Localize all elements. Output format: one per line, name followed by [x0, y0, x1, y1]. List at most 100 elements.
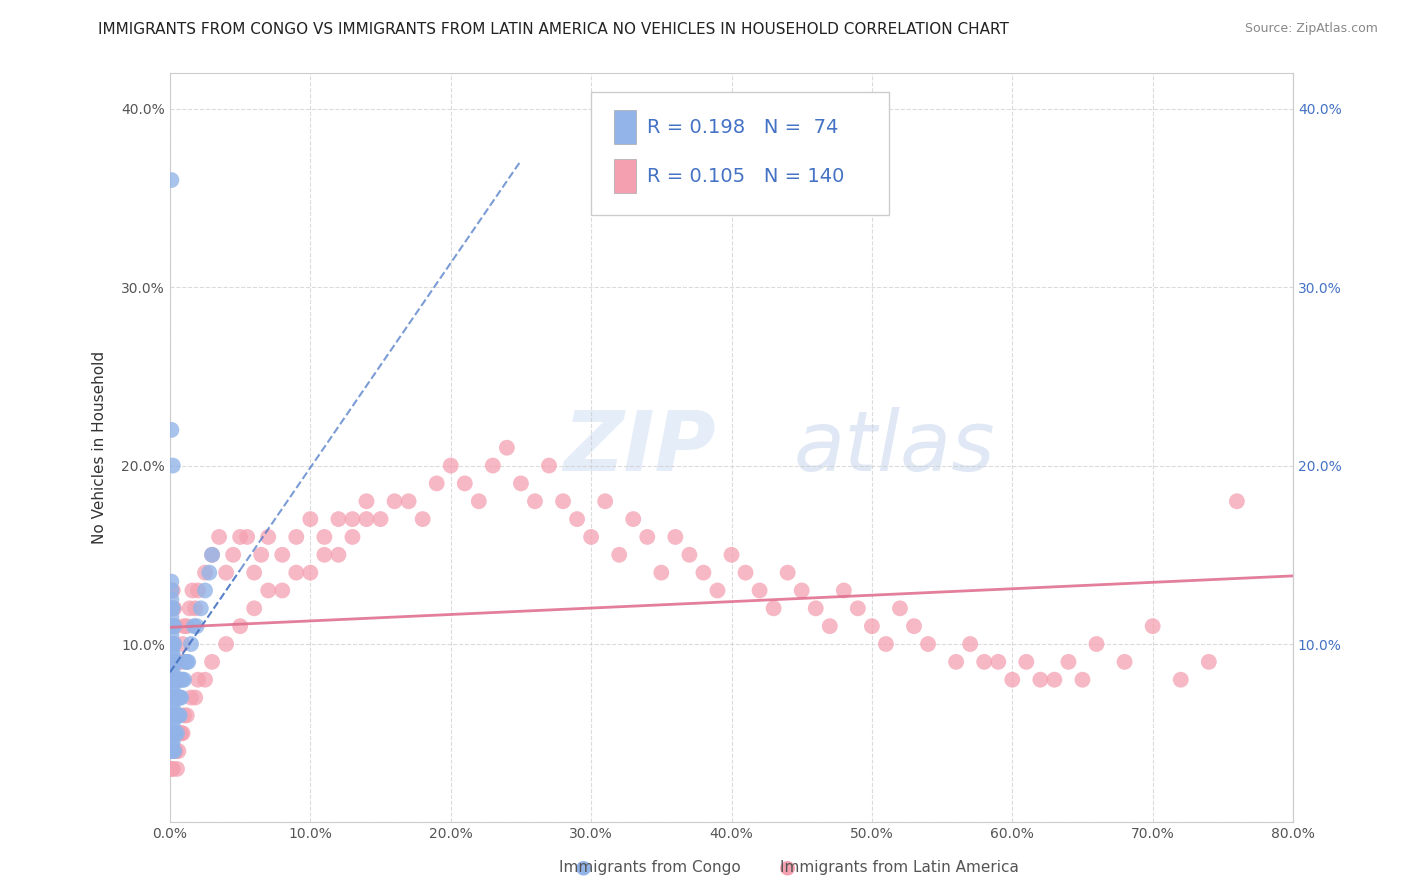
Point	[165, 744, 187, 758]
Point	[163, 637, 186, 651]
Point	[285, 530, 308, 544]
Point	[314, 530, 336, 544]
Point	[184, 690, 207, 705]
Point	[160, 735, 183, 749]
Point	[412, 512, 434, 526]
Point	[846, 601, 869, 615]
Point	[194, 673, 217, 687]
Point	[198, 566, 221, 580]
Text: ●: ●	[575, 857, 592, 876]
Point	[162, 744, 184, 758]
Point	[208, 530, 231, 544]
Point	[1071, 673, 1094, 687]
Point	[170, 726, 193, 740]
Point	[678, 548, 700, 562]
Point	[299, 566, 322, 580]
Point	[166, 708, 188, 723]
Point	[160, 681, 183, 696]
Point	[160, 744, 183, 758]
Point	[356, 494, 378, 508]
Point	[762, 601, 785, 615]
Point	[162, 690, 184, 705]
Point	[222, 548, 245, 562]
Point	[356, 512, 378, 526]
Point	[190, 601, 212, 615]
Point	[160, 726, 183, 740]
Bar	[613, 111, 636, 145]
Point	[165, 655, 187, 669]
Point	[169, 690, 191, 705]
Point	[163, 673, 186, 687]
Point	[551, 494, 574, 508]
Point	[160, 592, 183, 607]
Point	[215, 566, 238, 580]
Point	[162, 637, 184, 651]
Point	[162, 637, 184, 651]
Point	[169, 726, 191, 740]
Point	[875, 637, 897, 651]
Point	[162, 673, 184, 687]
Point	[257, 530, 280, 544]
Point	[426, 476, 449, 491]
Point	[160, 664, 183, 678]
Point	[621, 512, 644, 526]
Point	[162, 619, 184, 633]
Point	[889, 601, 911, 615]
Point	[1015, 655, 1038, 669]
Point	[468, 494, 491, 508]
Point	[194, 566, 217, 580]
Point	[173, 619, 195, 633]
Point	[169, 673, 191, 687]
Point	[167, 708, 190, 723]
Point	[163, 637, 186, 651]
Text: ZIP: ZIP	[562, 408, 716, 488]
Point	[201, 548, 224, 562]
Point	[160, 744, 183, 758]
Point	[163, 708, 186, 723]
Point	[1114, 655, 1136, 669]
Point	[173, 708, 195, 723]
Point	[257, 583, 280, 598]
Point	[167, 673, 190, 687]
Point	[176, 708, 198, 723]
Point	[162, 690, 184, 705]
Point	[1085, 637, 1108, 651]
Point	[162, 726, 184, 740]
Point	[160, 619, 183, 633]
Text: ●: ●	[779, 857, 796, 876]
Text: atlas: atlas	[793, 408, 995, 488]
Point	[162, 673, 184, 687]
Point	[201, 548, 224, 562]
FancyBboxPatch shape	[591, 92, 889, 215]
Point	[579, 530, 602, 544]
Point	[165, 726, 187, 740]
Point	[959, 637, 981, 651]
Point	[748, 583, 770, 598]
Point	[169, 708, 191, 723]
Point	[163, 601, 186, 615]
Text: Immigrants from Congo: Immigrants from Congo	[558, 861, 741, 875]
Point	[160, 655, 183, 669]
Point	[160, 646, 183, 660]
Point	[160, 637, 183, 651]
Point	[636, 530, 658, 544]
Point	[903, 619, 925, 633]
Point	[860, 619, 883, 633]
Point	[160, 699, 183, 714]
Point	[342, 512, 364, 526]
Point	[917, 637, 939, 651]
Point	[165, 619, 187, 633]
Point	[454, 476, 477, 491]
Point	[163, 744, 186, 758]
Text: Source: ZipAtlas.com: Source: ZipAtlas.com	[1244, 22, 1378, 36]
Point	[162, 699, 184, 714]
Bar	[613, 159, 636, 193]
Point	[162, 726, 184, 740]
Point	[162, 708, 184, 723]
Point	[165, 726, 187, 740]
Point	[165, 708, 187, 723]
Point	[180, 690, 202, 705]
Point	[160, 583, 183, 598]
Point	[1043, 673, 1066, 687]
Point	[183, 619, 205, 633]
